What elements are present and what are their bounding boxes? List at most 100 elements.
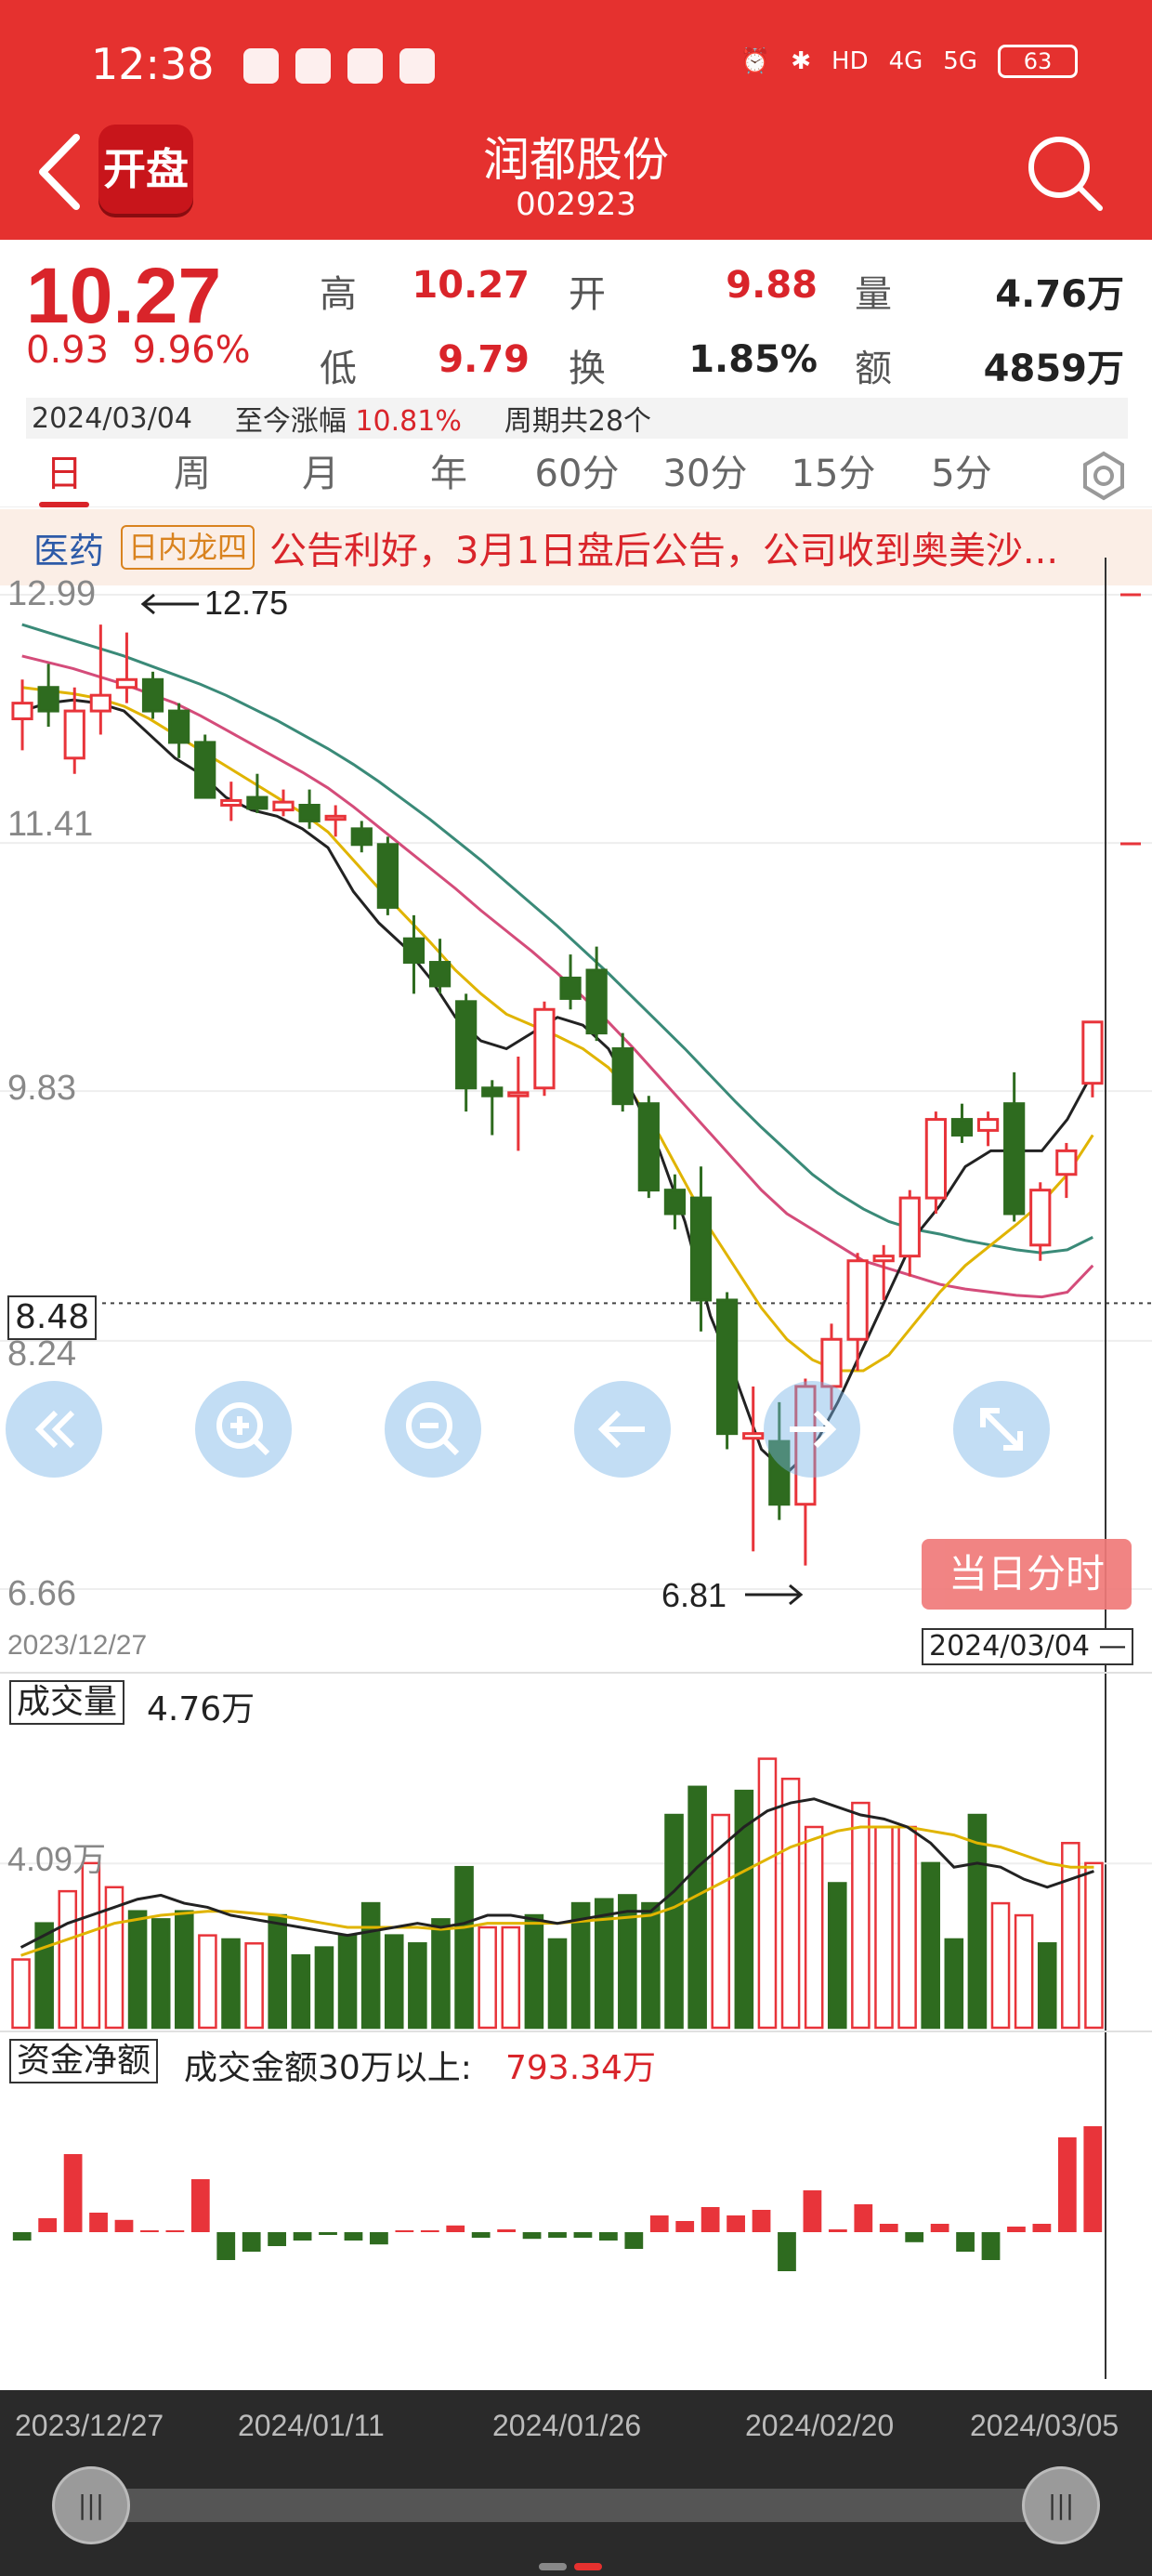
ma10-line	[21, 686, 1094, 1373]
intraday-button[interactable]: 当日分时	[922, 1539, 1132, 1610]
timeline-date: 2024/02/20	[745, 2409, 895, 2442]
kaipan-badge[interactable]: 开盘	[98, 125, 193, 214]
timeline-end-handle[interactable]	[1022, 2466, 1100, 2544]
volume-bar	[664, 1813, 684, 2030]
candle-body	[37, 686, 59, 713]
candle-body	[637, 1102, 660, 1192]
tab-month[interactable]: 月	[302, 452, 339, 495]
change-amount: 0.93	[26, 329, 110, 372]
move-right-button[interactable]	[764, 1381, 860, 1478]
news-banner[interactable]: 医药 日内龙四 公告利好，3月1日盘后公告，公司收到奥美沙...	[0, 509, 1152, 585]
fund-indicator-title[interactable]: 资金净额	[9, 2039, 159, 2083]
fund-flow-bar	[1032, 2224, 1052, 2232]
price-change: 0.93 9.96%	[26, 329, 251, 372]
candle-body	[11, 702, 33, 721]
amount-value: 4859万	[983, 348, 1124, 390]
fund-flow-bar	[1007, 2227, 1026, 2232]
fund-flow-bar	[905, 2232, 924, 2242]
left-arrow-icon	[140, 593, 199, 615]
cumulative-label: 至今涨幅	[234, 405, 347, 438]
y-axis-label: 11.41	[7, 805, 94, 844]
zoom-out-button[interactable]	[385, 1381, 481, 1478]
volume-bar	[827, 1882, 847, 2030]
tab-5min[interactable]: 5分	[931, 452, 992, 495]
volume-bar	[478, 1925, 497, 2030]
zoom-in-button[interactable]	[195, 1381, 292, 1478]
max-price-annotation: 12.75	[204, 584, 289, 622]
signal-4g-icon: 4G	[888, 47, 923, 75]
candle-body	[402, 937, 425, 965]
fullscreen-button[interactable]	[953, 1381, 1050, 1478]
volume-bar	[1037, 1942, 1057, 2030]
header-bar: 12:38 ⏰ ✱ HD 4G 5G 63 开盘 润都股份 002923	[0, 0, 1152, 240]
scroll-left-button[interactable]	[6, 1381, 102, 1478]
tab-30min[interactable]: 30分	[662, 452, 748, 495]
candle-body	[89, 693, 111, 713]
candle-body	[872, 1255, 895, 1263]
zoom-out-icon	[406, 1402, 460, 1456]
stock-name: 润都股份	[483, 133, 669, 187]
app-notification-icon	[243, 48, 279, 84]
y-axis-label: 9.83	[7, 1069, 76, 1108]
fund-flow-bar	[1057, 2137, 1077, 2232]
volume-bar	[711, 1813, 731, 2030]
candle-body	[376, 843, 399, 909]
low-value: 9.79	[438, 338, 530, 381]
bluetooth-icon: ✱	[791, 47, 812, 75]
volume-bar	[291, 1953, 311, 2030]
volume-bar	[641, 1901, 661, 2030]
candle-body	[350, 827, 373, 847]
fund-flow-bar	[63, 2154, 83, 2232]
fund-flow-bar	[778, 2232, 796, 2271]
gear-icon[interactable]	[1078, 450, 1130, 502]
volume-bar	[268, 1913, 288, 2030]
timeline-start-handle[interactable]	[52, 2466, 130, 2544]
fund-flow-bar	[854, 2204, 873, 2232]
volume-bar	[524, 1913, 544, 2030]
search-icon[interactable]	[1022, 130, 1107, 216]
fund-flow-bar	[395, 2230, 414, 2232]
y-axis-label: 12.99	[7, 574, 97, 613]
double-chevron-left-icon	[34, 1410, 75, 1449]
candle-body	[455, 1000, 478, 1090]
fund-flow-bar	[446, 2225, 465, 2232]
timeline-date: 2023/12/27	[15, 2409, 164, 2442]
fund-flow-bar	[497, 2229, 516, 2232]
tab-60min[interactable]: 60分	[534, 452, 620, 495]
tab-day[interactable]: 日	[0, 440, 128, 507]
volume-bar	[127, 1910, 148, 2030]
battery-icon: 63	[998, 45, 1078, 78]
fund-indicator-desc: 成交金额30万以上:	[184, 2049, 472, 2087]
high-label: 高	[320, 273, 357, 316]
candle-body	[1081, 1020, 1104, 1085]
fund-flow-bar	[828, 2229, 847, 2232]
candle-body	[559, 976, 582, 1000]
fund-flow-bar	[89, 2213, 108, 2232]
candle-body	[324, 814, 347, 821]
home-indicator	[539, 2563, 613, 2570]
back-arrow-icon[interactable]	[33, 130, 85, 214]
kline-chart[interactable]	[0, 0, 1152, 2390]
last-price: 10.27	[26, 252, 222, 339]
volume-indicator-title[interactable]: 成交量	[9, 1680, 125, 1725]
candle-body	[689, 1196, 713, 1302]
timeline-track[interactable]	[56, 2489, 1096, 2522]
fund-flow-bar	[548, 2232, 567, 2238]
volume-bar	[804, 1825, 824, 2030]
cumulative-value: 10.81%	[355, 405, 462, 438]
range-date: 2024/03/04	[32, 401, 192, 435]
y-axis-label: 8.24	[7, 1334, 76, 1373]
tab-15min[interactable]: 15分	[791, 452, 876, 495]
arrow-right-icon	[790, 1410, 837, 1449]
tab-week[interactable]: 周	[174, 452, 211, 495]
fund-flow-bar	[471, 2232, 491, 2238]
candle-body	[194, 741, 216, 799]
candle-body	[898, 1196, 921, 1258]
status-time: 12:38	[91, 39, 215, 89]
move-left-button[interactable]	[574, 1381, 671, 1478]
candle-body	[820, 1337, 843, 1388]
candle-body	[846, 1259, 869, 1341]
tab-year[interactable]: 年	[430, 452, 467, 495]
volume-bar	[990, 1901, 1011, 2030]
candle-body	[663, 1189, 687, 1216]
